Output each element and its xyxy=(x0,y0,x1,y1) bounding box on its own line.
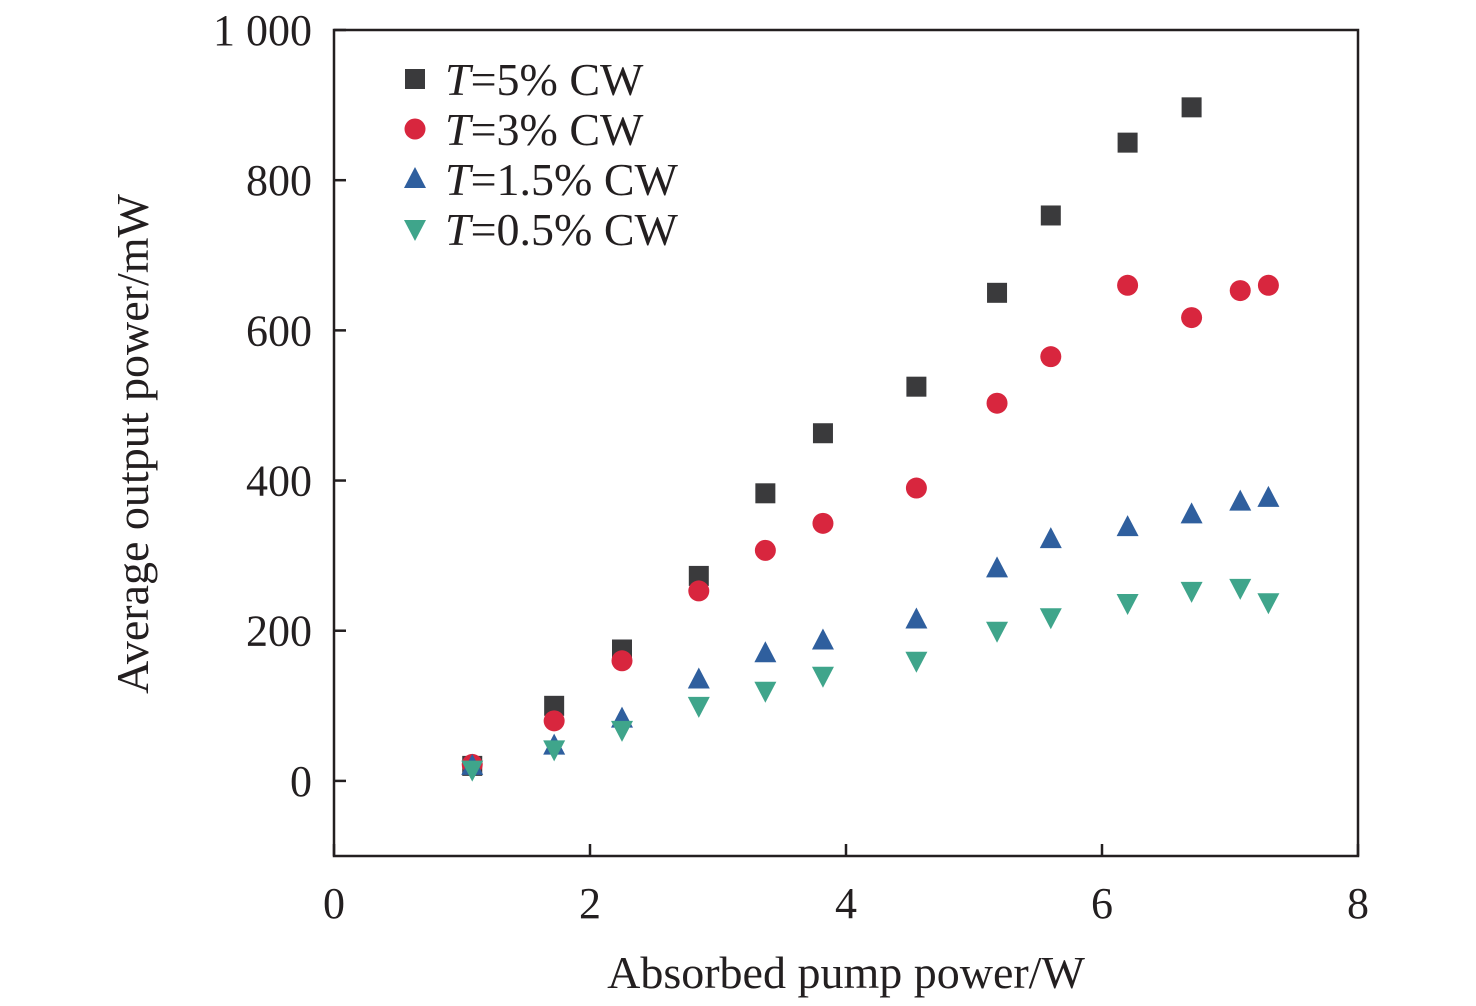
data-point xyxy=(1116,515,1139,537)
data-point xyxy=(1257,593,1280,615)
y-axis-title: Average output power/mW xyxy=(107,193,158,693)
data-point xyxy=(1181,307,1203,329)
y-tick-label: 1 000 xyxy=(213,6,312,55)
legend-label: T=0.5% CW xyxy=(445,204,679,255)
data-point xyxy=(754,681,777,703)
x-tick-label: 8 xyxy=(1347,879,1369,928)
data-point xyxy=(811,628,834,650)
data-points xyxy=(461,97,1280,782)
data-point xyxy=(1116,593,1139,615)
x-axis-title: Absorbed pump power/W xyxy=(607,947,1085,998)
data-point xyxy=(987,282,1008,303)
y-tick-label: 400 xyxy=(246,457,312,506)
data-point xyxy=(688,580,710,602)
data-point xyxy=(687,667,710,689)
data-point xyxy=(812,423,833,444)
x-tick-label: 4 xyxy=(835,879,857,928)
data-point xyxy=(1257,485,1280,507)
legend: T=5% CWT=3% CWT=1.5% CWT=0.5% CW xyxy=(404,54,679,255)
data-point xyxy=(811,666,834,688)
data-point xyxy=(1181,97,1202,118)
x-tick-label: 2 xyxy=(579,879,601,928)
data-point xyxy=(905,651,928,673)
data-point xyxy=(1180,502,1203,524)
y-tick-label: 600 xyxy=(246,306,312,355)
data-point xyxy=(1039,527,1062,549)
series-2 xyxy=(461,274,1279,775)
data-point xyxy=(905,477,927,499)
data-point xyxy=(543,740,566,762)
x-tick-label: 6 xyxy=(1091,879,1113,928)
legend-marker xyxy=(404,167,426,188)
data-point xyxy=(812,512,834,534)
data-point xyxy=(611,720,633,742)
data-point xyxy=(986,392,1008,414)
data-point xyxy=(687,696,710,718)
series-3 xyxy=(461,485,1280,775)
y-tick-label: 800 xyxy=(246,156,312,205)
legend-marker xyxy=(405,69,425,89)
data-point xyxy=(543,710,565,732)
x-tick-label: 0 xyxy=(323,879,345,928)
data-point xyxy=(688,565,709,586)
data-point xyxy=(754,641,777,663)
data-point xyxy=(1257,274,1279,296)
x-axis-ticks: 0 2 4 6 8 xyxy=(323,844,1369,928)
series-4 xyxy=(461,578,1280,782)
data-point xyxy=(1040,205,1061,226)
data-point xyxy=(986,621,1009,643)
data-point xyxy=(544,695,565,716)
data-point xyxy=(905,607,928,629)
data-point xyxy=(1229,489,1252,511)
data-point xyxy=(1229,280,1251,302)
legend-marker xyxy=(404,118,426,140)
legend-marker xyxy=(404,220,426,241)
data-point xyxy=(1117,132,1138,153)
data-point xyxy=(755,483,776,504)
data-point xyxy=(1229,578,1252,600)
legend-label: T=5% CW xyxy=(445,54,644,105)
data-point xyxy=(1039,608,1062,630)
data-point xyxy=(754,539,776,561)
y-tick-label: 200 xyxy=(246,607,312,656)
data-point xyxy=(1117,274,1139,296)
legend-label: T=3% CW xyxy=(445,104,644,155)
data-point xyxy=(461,760,484,782)
data-point xyxy=(986,556,1009,578)
y-tick-label: 0 xyxy=(290,757,312,806)
data-point xyxy=(1180,581,1203,603)
data-point xyxy=(1040,346,1062,368)
data-point xyxy=(611,650,633,672)
y-axis-ticks: 0 200 400 600 800 1 000 xyxy=(213,6,346,806)
legend-label: T=1.5% CW xyxy=(445,154,679,205)
data-point xyxy=(906,376,927,397)
